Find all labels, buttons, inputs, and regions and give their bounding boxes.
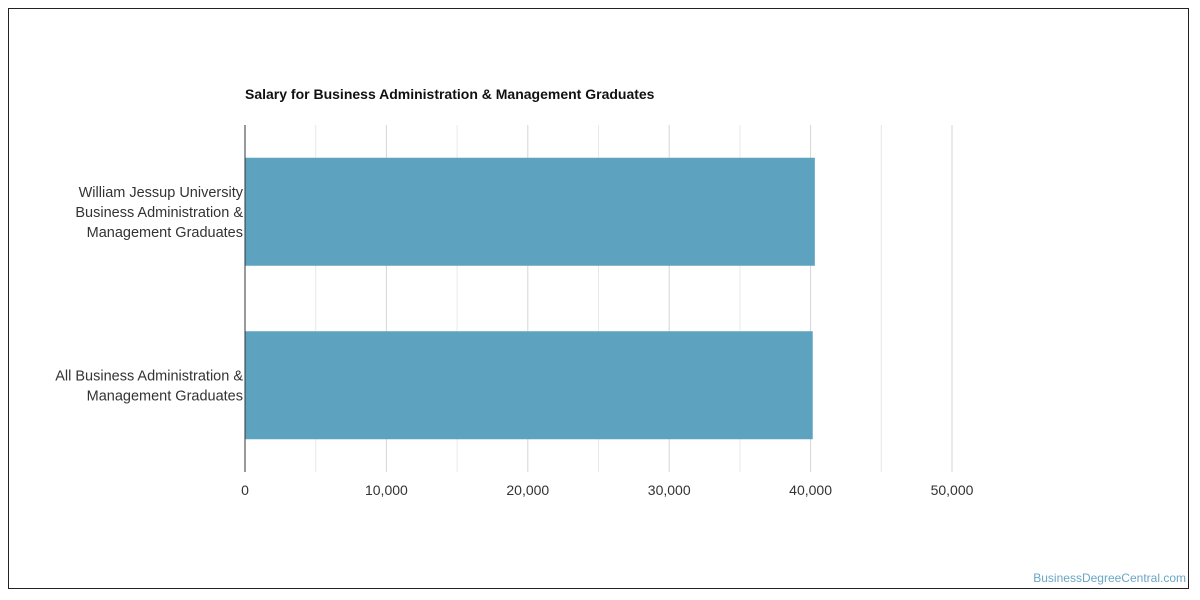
x-tick-label: 0: [241, 482, 249, 498]
bars: [245, 157, 815, 440]
chart-title: Salary for Business Administration & Man…: [245, 86, 655, 102]
x-tick-label: 30,000: [648, 482, 691, 498]
category-label: All Business Administration & Management …: [55, 368, 243, 404]
category-labels: William Jessup University Business Admini…: [55, 185, 244, 405]
bar: [245, 157, 815, 266]
bar: [245, 331, 813, 440]
x-tick-label: 20,000: [506, 482, 549, 498]
source-credit: BusinessDegreeCentral.com: [1033, 571, 1186, 585]
x-tick-label: 40,000: [789, 482, 832, 498]
x-tick-label: 50,000: [931, 482, 974, 498]
x-tick-labels: 0 10,000 20,000 30,000 40,000 50,000: [241, 482, 974, 498]
category-label: William Jessup University Business Admini…: [75, 185, 243, 241]
x-tick-label: 10,000: [365, 482, 408, 498]
